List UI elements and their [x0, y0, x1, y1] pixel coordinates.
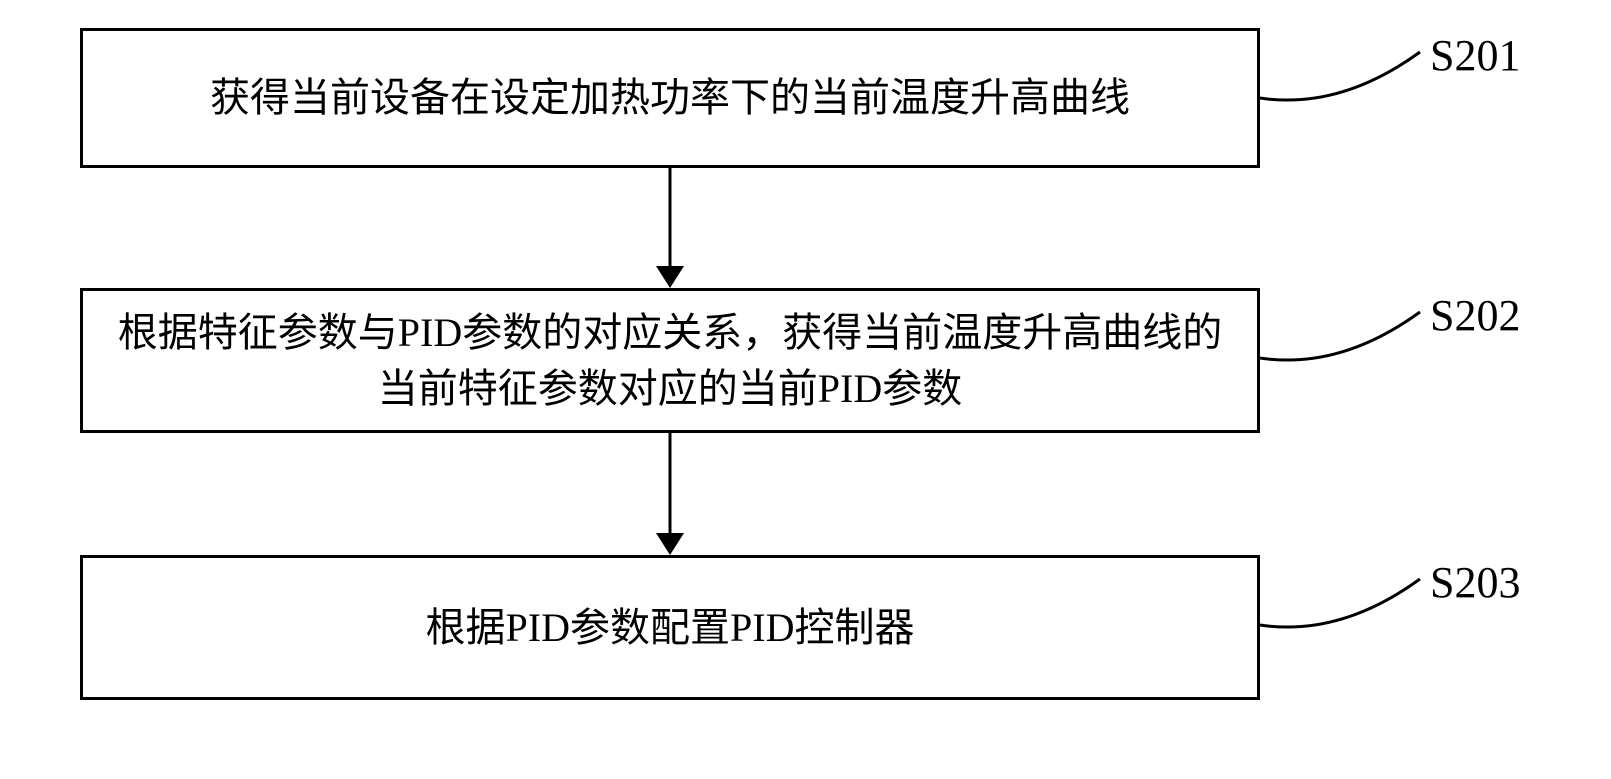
step-label-text: S202 [1430, 291, 1520, 340]
step-label-text: S201 [1430, 31, 1520, 80]
flow-node-step-2: 根据特征参数与PID参数的对应关系，获得当前温度升高曲线的当前特征参数对应的当前… [80, 288, 1260, 433]
flow-node-text: 获得当前设备在设定加热功率下的当前温度升高曲线 [210, 70, 1130, 126]
step-label-3: S203 [1430, 557, 1520, 608]
step-label-2: S202 [1430, 290, 1520, 341]
flow-node-step-1: 获得当前设备在设定加热功率下的当前温度升高曲线 [80, 28, 1260, 168]
flow-node-text: 根据PID参数配置PID控制器 [426, 600, 915, 656]
step-label-1: S201 [1430, 30, 1520, 81]
flow-node-text: 根据特征参数与PID参数的对应关系，获得当前温度升高曲线的当前特征参数对应的当前… [113, 305, 1227, 417]
flow-node-step-3: 根据PID参数配置PID控制器 [80, 555, 1260, 700]
step-label-text: S203 [1430, 558, 1520, 607]
flowchart-canvas: 获得当前设备在设定加热功率下的当前温度升高曲线 S201 根据特征参数与PID参… [0, 0, 1611, 779]
